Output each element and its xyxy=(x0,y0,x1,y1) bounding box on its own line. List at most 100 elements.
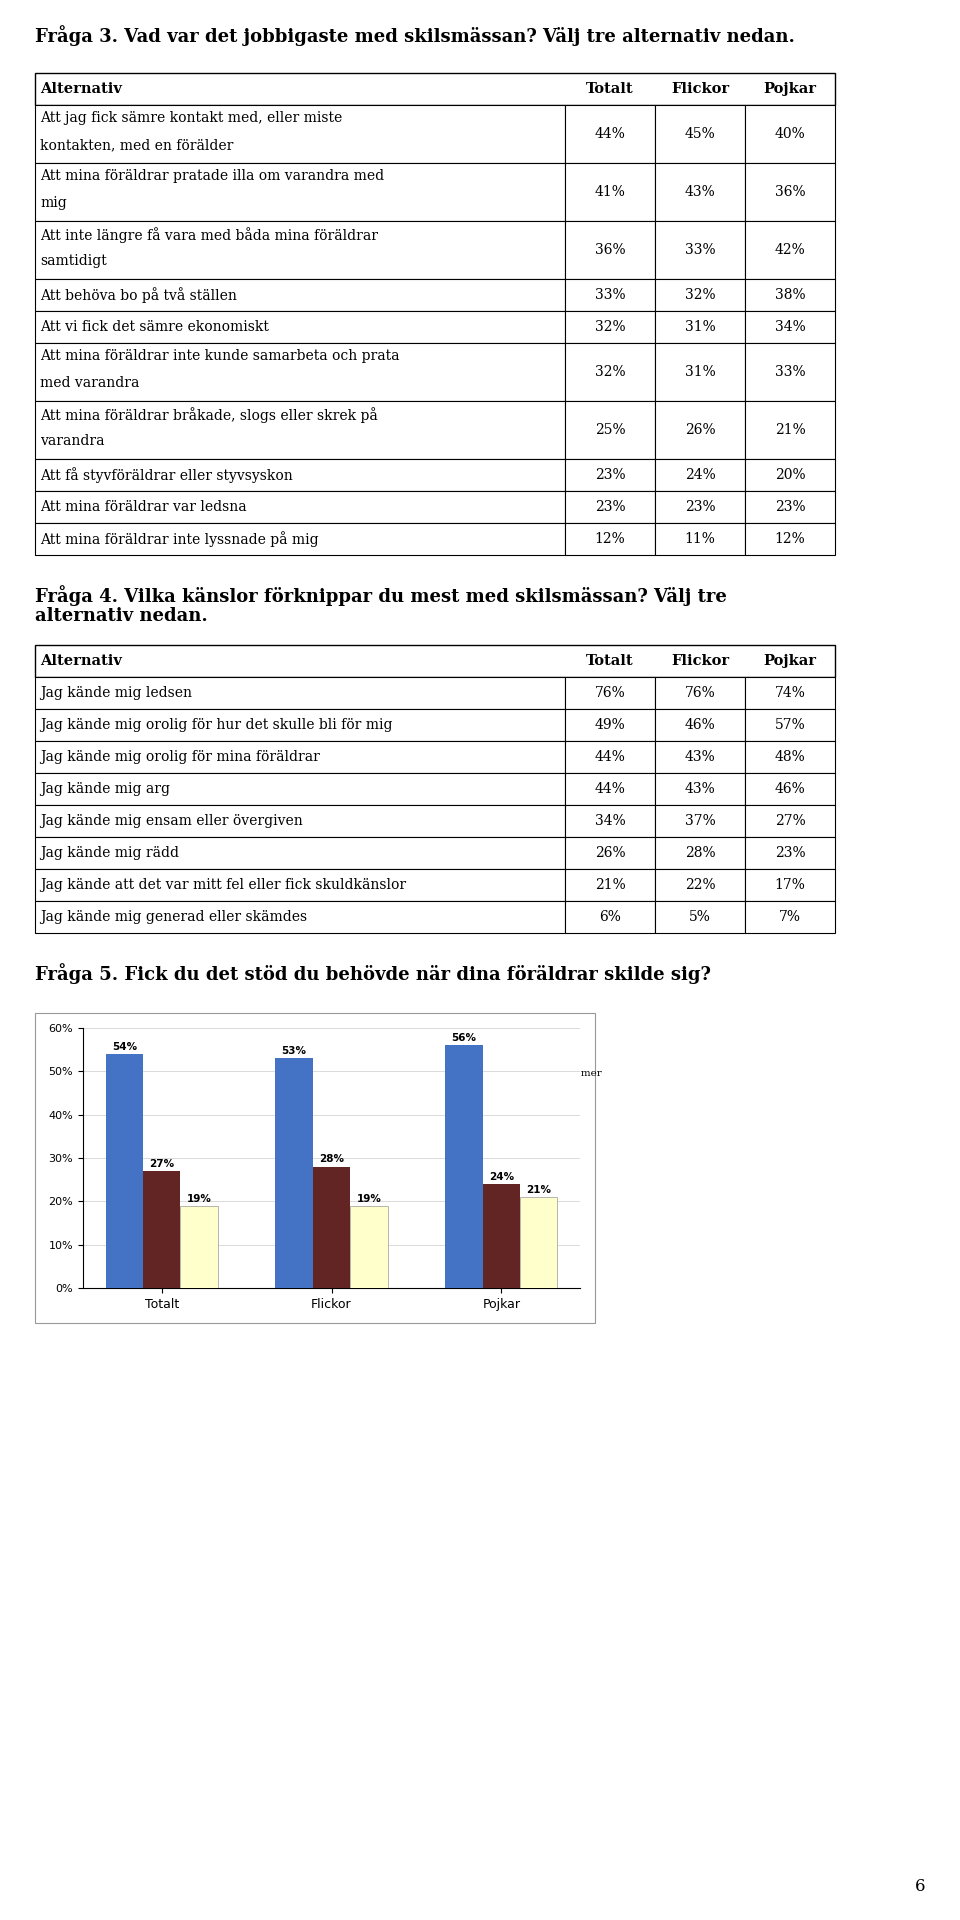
Bar xyxy=(35,804,565,837)
Text: Pojkar: Pojkar xyxy=(763,655,817,668)
Bar xyxy=(565,522,655,555)
Text: Att mina föräldrar pratade illa om varandra med: Att mina föräldrar pratade illa om varan… xyxy=(40,169,384,182)
Text: kontakten, med en förälder: kontakten, med en förälder xyxy=(40,138,233,152)
Bar xyxy=(745,221,835,278)
Bar xyxy=(35,522,565,555)
Bar xyxy=(35,837,565,870)
Bar xyxy=(745,492,835,522)
Text: Jag kände mig ensam eller övergiven: Jag kände mig ensam eller övergiven xyxy=(40,814,302,828)
Bar xyxy=(745,344,835,401)
Bar xyxy=(35,106,565,163)
Text: Alternativ: Alternativ xyxy=(40,83,122,96)
Text: Ja: Ja xyxy=(429,1033,440,1043)
Text: 46%: 46% xyxy=(775,781,805,797)
Text: Att inte längre få vara med båda mina föräldrar: Att inte längre få vara med båda mina fö… xyxy=(40,227,378,242)
Text: 25%: 25% xyxy=(594,422,625,438)
Text: 27%: 27% xyxy=(775,814,805,828)
Bar xyxy=(35,774,565,804)
Text: Flickor: Flickor xyxy=(671,83,729,96)
Text: Jag kände att det var mitt fel eller fick skuldkänslor: Jag kände att det var mitt fel eller fic… xyxy=(40,877,406,893)
Text: Jag kände mig orolig för hur det skulle bli för mig: Jag kände mig orolig för hur det skulle … xyxy=(40,718,393,732)
Text: 23%: 23% xyxy=(684,499,715,515)
Bar xyxy=(655,492,745,522)
Text: Jag kände mig arg: Jag kände mig arg xyxy=(40,781,170,797)
Text: 42%: 42% xyxy=(775,244,805,257)
Bar xyxy=(565,106,655,163)
Bar xyxy=(745,106,835,163)
Bar xyxy=(415,1050,425,1062)
Bar xyxy=(745,837,835,870)
Text: 12%: 12% xyxy=(775,532,805,545)
Text: 41%: 41% xyxy=(594,184,625,200)
Text: 23%: 23% xyxy=(594,499,625,515)
Text: 34%: 34% xyxy=(775,321,805,334)
Text: 28%: 28% xyxy=(684,847,715,860)
Bar xyxy=(35,278,565,311)
Text: Flickor: Flickor xyxy=(671,655,729,668)
Text: 45%: 45% xyxy=(684,127,715,140)
Text: 53%: 53% xyxy=(281,1046,306,1056)
Text: 31%: 31% xyxy=(684,321,715,334)
Bar xyxy=(655,837,745,870)
Text: 46%: 46% xyxy=(684,718,715,732)
Bar xyxy=(745,678,835,708)
Text: 24%: 24% xyxy=(489,1171,514,1183)
Bar xyxy=(35,492,565,522)
Bar xyxy=(745,163,835,221)
Text: Jag kände mig ledsen: Jag kände mig ledsen xyxy=(40,685,192,701)
Text: 21%: 21% xyxy=(594,877,625,893)
Bar xyxy=(745,278,835,311)
Text: 26%: 26% xyxy=(594,847,625,860)
Text: 26%: 26% xyxy=(684,422,715,438)
Text: 32%: 32% xyxy=(594,365,625,378)
Text: 31%: 31% xyxy=(684,365,715,378)
Bar xyxy=(35,1014,595,1323)
Text: 43%: 43% xyxy=(684,781,715,797)
Bar xyxy=(565,344,655,401)
Text: 56%: 56% xyxy=(451,1033,476,1043)
Bar xyxy=(745,311,835,344)
Bar xyxy=(655,678,745,708)
Bar xyxy=(565,278,655,311)
Bar xyxy=(565,774,655,804)
Text: 37%: 37% xyxy=(684,814,715,828)
Text: 19%: 19% xyxy=(186,1194,211,1204)
Text: 32%: 32% xyxy=(684,288,715,301)
Bar xyxy=(350,1206,388,1288)
Bar xyxy=(655,106,745,163)
Text: Att vi fick det sämre ekonomiskt: Att vi fick det sämre ekonomiskt xyxy=(40,321,269,334)
Bar xyxy=(655,401,745,459)
Text: 23%: 23% xyxy=(594,468,625,482)
Text: 48%: 48% xyxy=(775,751,805,764)
Bar xyxy=(655,804,745,837)
Text: Nej: Nej xyxy=(429,1052,447,1060)
Text: 20%: 20% xyxy=(775,468,805,482)
Text: Alternativ: Alternativ xyxy=(40,655,122,668)
Text: 22%: 22% xyxy=(684,877,715,893)
Text: 43%: 43% xyxy=(684,751,715,764)
Text: 12%: 12% xyxy=(594,532,625,545)
Bar xyxy=(445,1044,483,1288)
Bar xyxy=(655,522,745,555)
Text: 6: 6 xyxy=(915,1878,925,1895)
Bar xyxy=(415,1069,425,1079)
Bar xyxy=(35,741,565,774)
Bar xyxy=(745,900,835,933)
Text: 23%: 23% xyxy=(775,847,805,860)
Bar xyxy=(655,278,745,311)
Text: Att jag fick sämre kontakt med, eller miste: Att jag fick sämre kontakt med, eller mi… xyxy=(40,111,343,125)
Bar xyxy=(565,459,655,492)
Bar xyxy=(35,401,565,459)
Text: 7%: 7% xyxy=(779,910,801,924)
Text: 57%: 57% xyxy=(775,718,805,732)
Text: Att mina föräldrar inte kunde samarbeta och prata: Att mina föräldrar inte kunde samarbeta … xyxy=(40,349,399,363)
Text: 17%: 17% xyxy=(775,877,805,893)
Text: 27%: 27% xyxy=(149,1160,174,1169)
Bar xyxy=(520,1196,558,1288)
Text: mig: mig xyxy=(40,196,67,211)
Text: 36%: 36% xyxy=(775,184,805,200)
Bar xyxy=(565,741,655,774)
Bar xyxy=(565,870,655,900)
Bar xyxy=(565,492,655,522)
Bar xyxy=(745,401,835,459)
